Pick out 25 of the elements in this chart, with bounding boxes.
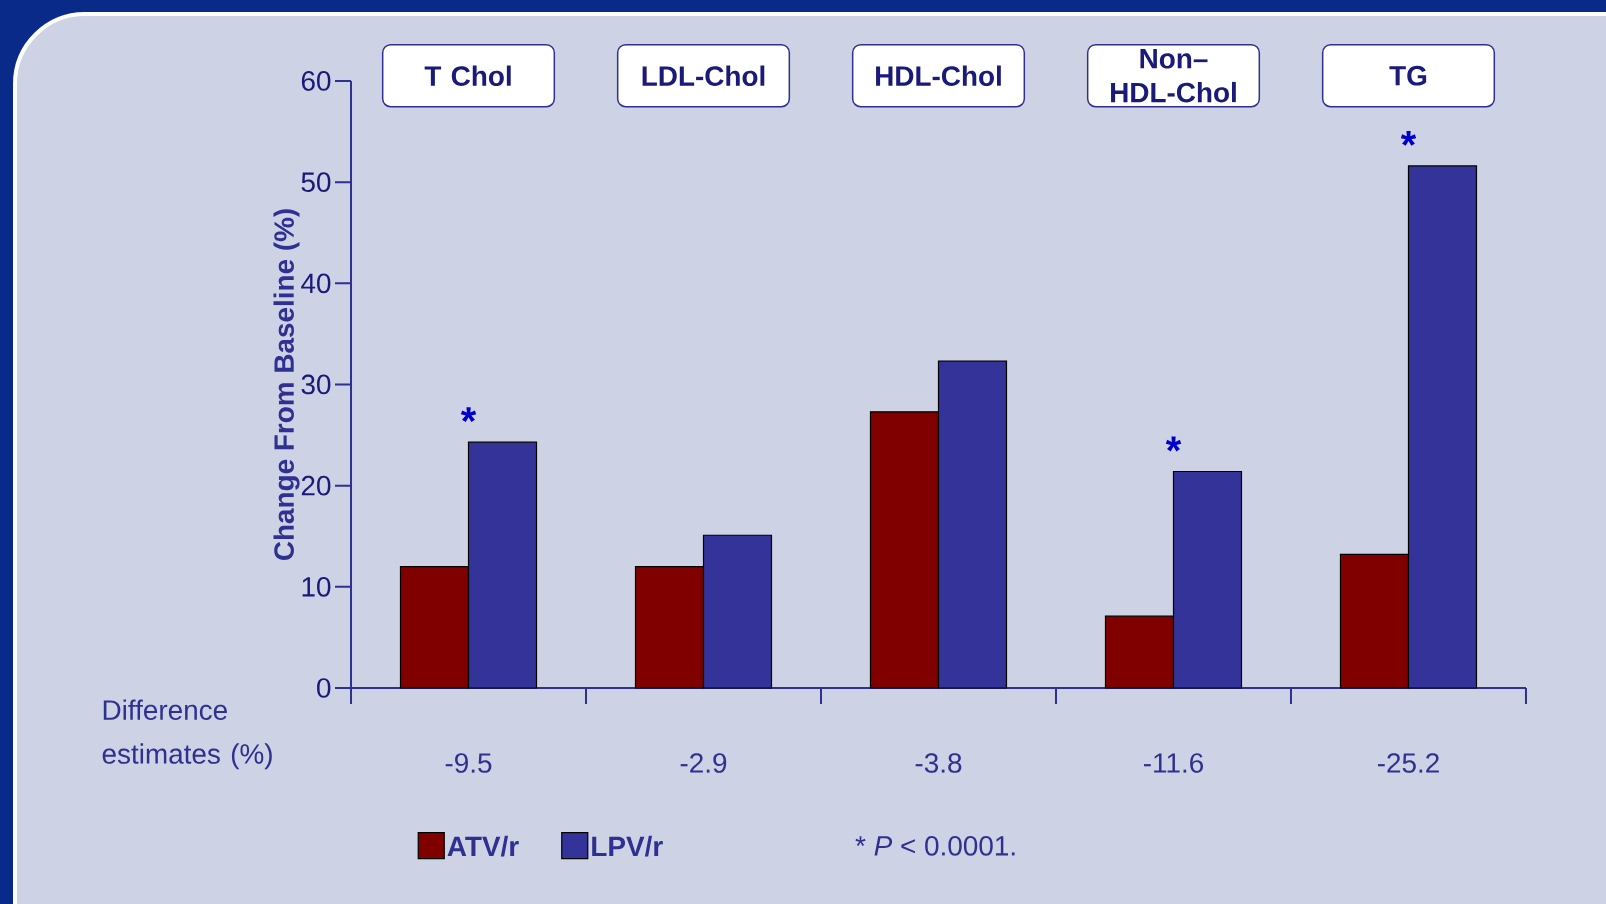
- x-tick-label: TG: [1389, 65, 1427, 86]
- text: *P < 0.0001.: [855, 835, 1015, 856]
- y-tick-label: 50: [301, 172, 331, 193]
- text: -3.8: [915, 753, 962, 773]
- annotation: *: [1400, 131, 1417, 146]
- y-tick-label: 10: [302, 576, 331, 597]
- text: Difference estimates (%): [102, 699, 272, 770]
- legend-label: ATV/r: [447, 835, 519, 857]
- x-tick-label: LDL-Chol: [642, 65, 765, 86]
- y-tick-label: 60: [301, 71, 331, 91]
- y-tick-label: 30: [301, 374, 331, 395]
- annotation: *: [460, 407, 477, 423]
- text: -11.6: [1143, 753, 1204, 773]
- x-tick-label: T Chol: [424, 65, 511, 86]
- y-tick-label: 0: [317, 678, 331, 698]
- x-tick-label: HDL-Chol: [876, 65, 1001, 86]
- text: -25.2: [1377, 753, 1439, 773]
- text: -2.9: [680, 753, 727, 773]
- annotation: *: [1165, 436, 1182, 452]
- y-tick-label: 20: [301, 475, 331, 496]
- y-axis-title: Change From Baseline (%): [273, 209, 300, 561]
- text: -9.5: [445, 753, 492, 773]
- x-tick-label: Non–HDL-Chol: [1111, 49, 1236, 103]
- legend-label: LPV/r: [592, 835, 663, 857]
- y-tick-label: 40: [301, 273, 331, 294]
